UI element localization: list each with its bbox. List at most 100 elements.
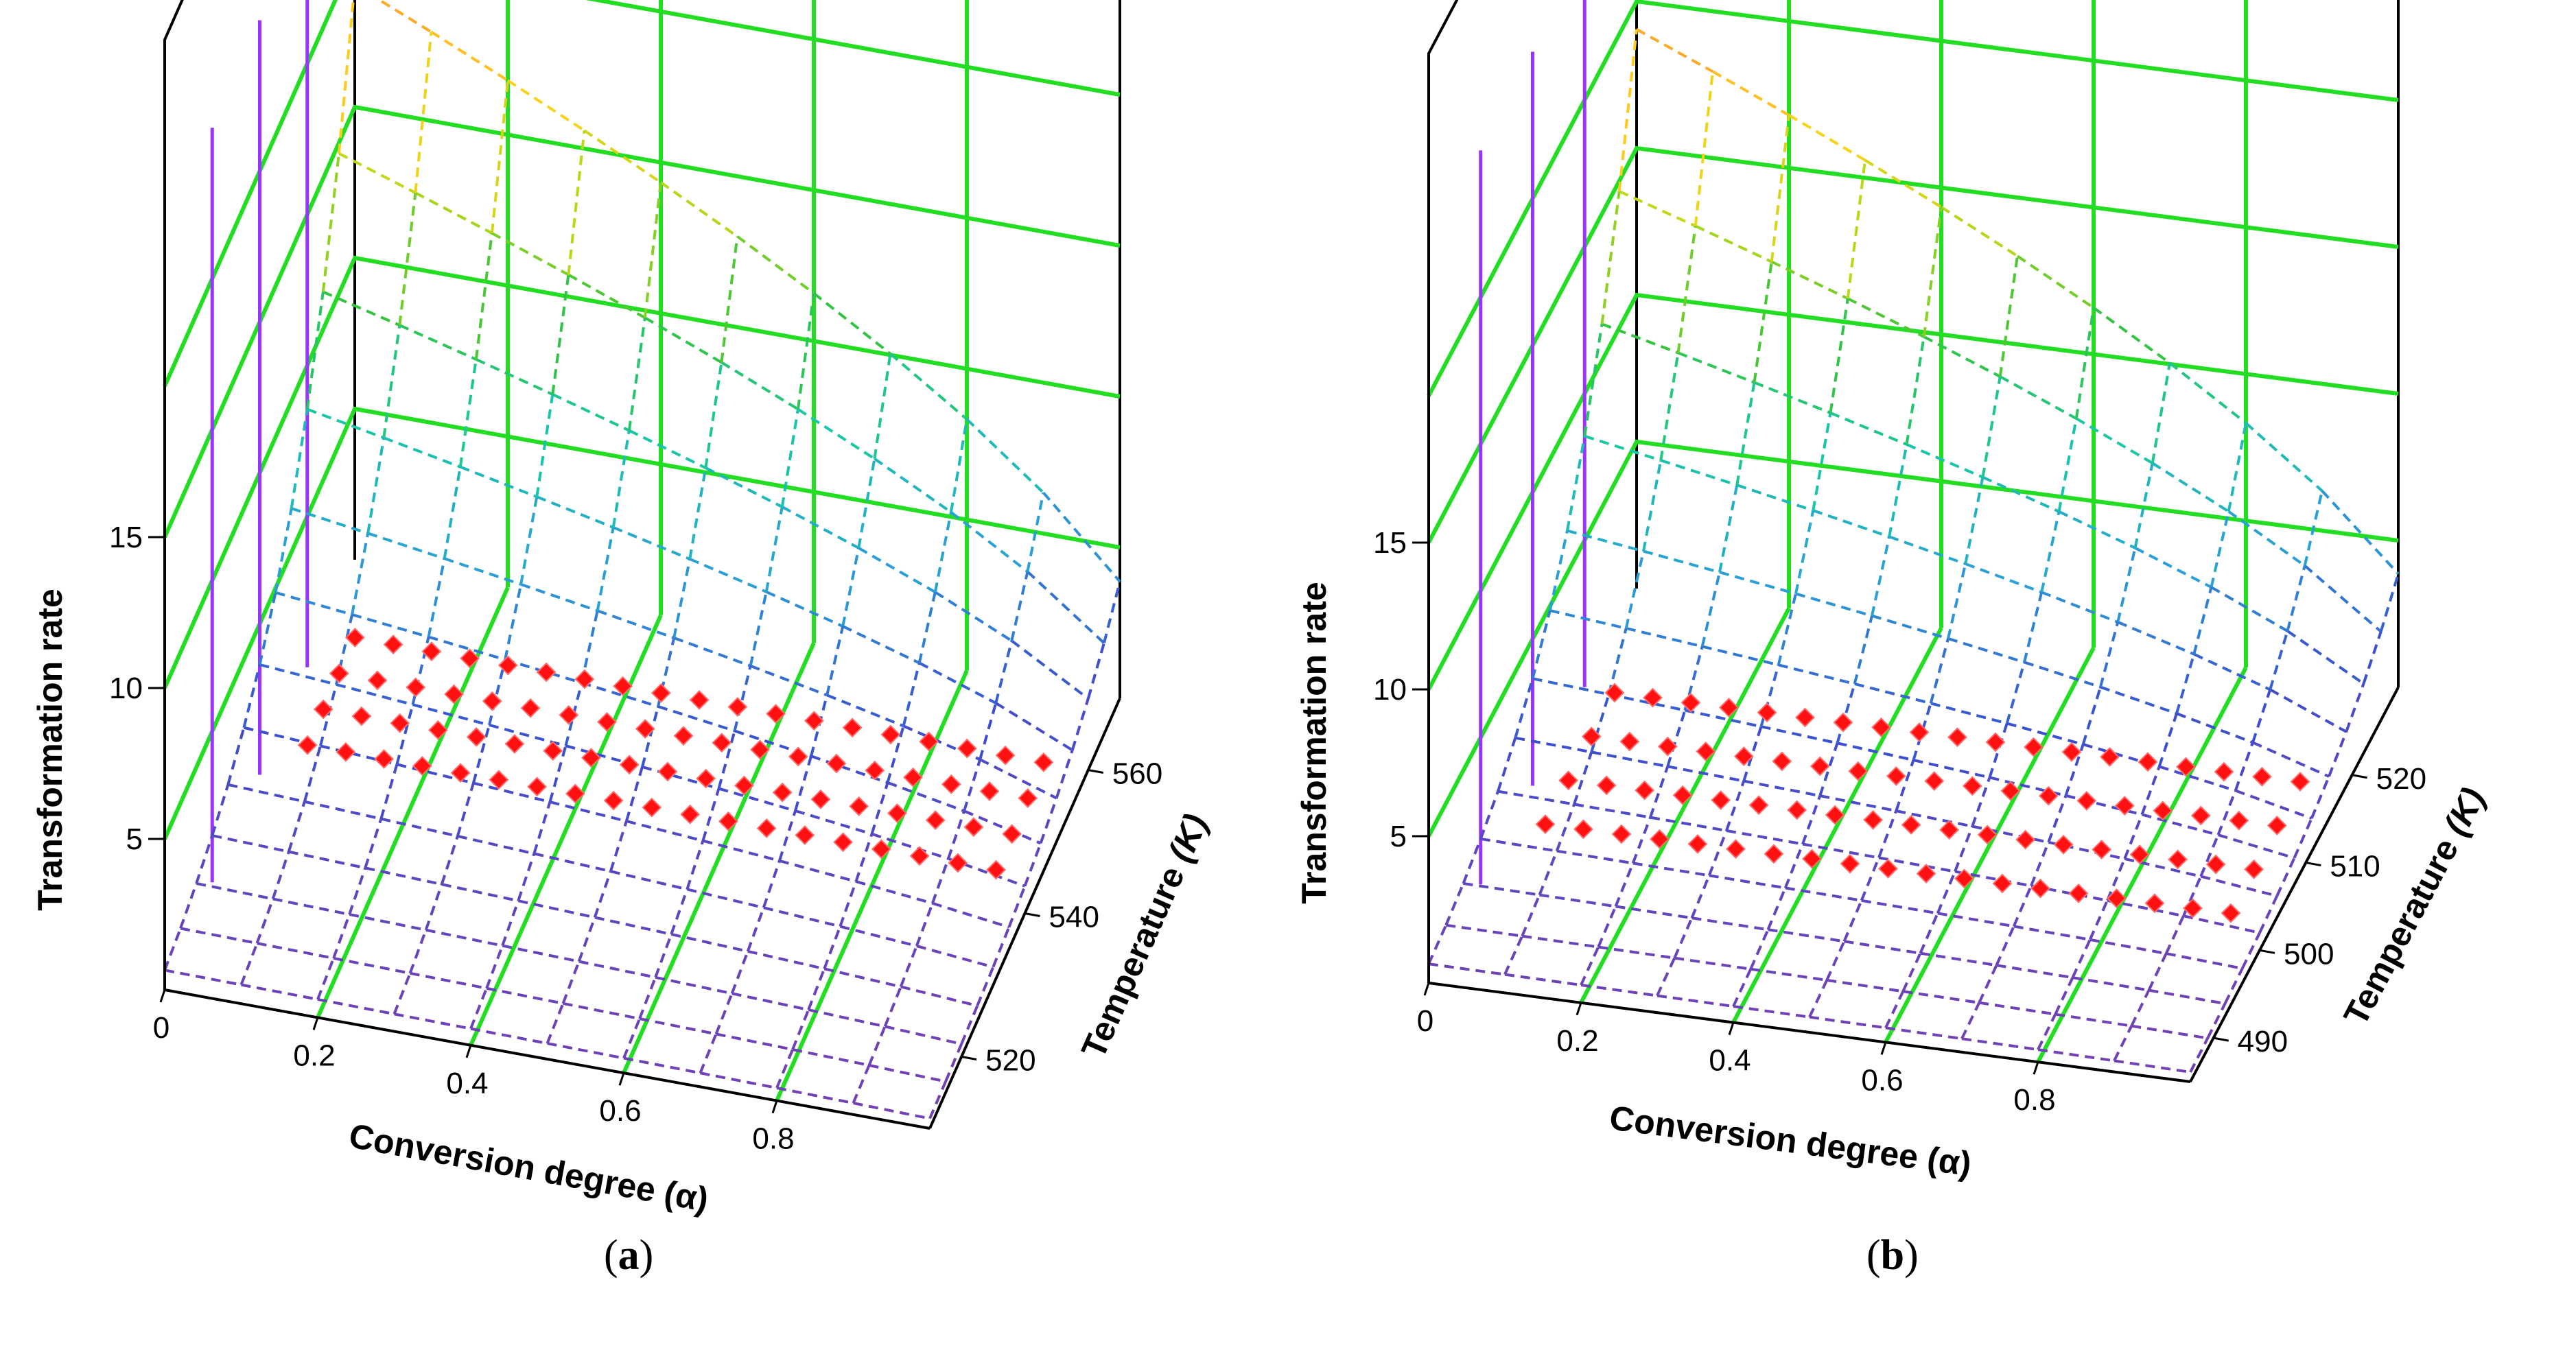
measured-point <box>1596 775 1617 796</box>
surface-mesh-segment <box>195 835 214 884</box>
surface-mesh-segment <box>520 582 598 613</box>
surface-mesh-segment <box>338 152 417 194</box>
surface-mesh-segment <box>932 901 1010 929</box>
surface-mesh-segment <box>721 361 799 411</box>
surface-mesh-segment <box>1978 964 1998 1004</box>
surface-mesh-segment <box>705 466 783 508</box>
surface-mesh-segment <box>659 181 738 238</box>
surface-mesh-segment <box>1922 206 1943 337</box>
measured-point <box>412 756 432 776</box>
surface-mesh-segment <box>2089 938 2167 956</box>
surface-mesh-segment <box>1844 940 1921 955</box>
measured-point <box>1947 727 1967 748</box>
surface-mesh-segment <box>1954 825 1974 873</box>
surface-mesh-segment <box>700 1071 777 1090</box>
surface-mesh-segment <box>1556 849 1634 865</box>
surface-mesh-segment <box>2116 547 2137 623</box>
surface-mesh-segment <box>318 684 338 746</box>
surface-mesh-segment <box>1608 693 1685 712</box>
measured-point <box>1696 741 1716 761</box>
wall-z-gridline <box>1427 292 2399 691</box>
surface-mesh-segment <box>382 324 401 438</box>
surface-mesh-segment <box>1659 353 1680 461</box>
measured-point <box>2290 772 2310 792</box>
surface-mesh-segment <box>380 817 458 838</box>
back-right-wall-frame <box>2397 0 2400 687</box>
surface-mesh-segment <box>765 590 844 628</box>
measured-point <box>1635 780 1655 801</box>
surface-mesh-segment <box>1712 70 1790 117</box>
measured-point <box>336 742 356 762</box>
surface-mesh-segment <box>1777 593 1797 665</box>
surface-mesh-segment <box>2005 661 2026 724</box>
measured-point <box>1719 698 1739 718</box>
measured-point <box>957 738 977 759</box>
surface-mesh-segment <box>1521 894 1541 937</box>
surface-mesh-segment <box>1913 759 1990 779</box>
surface-mesh-segment <box>670 888 689 935</box>
surface-mesh-segment <box>441 883 519 903</box>
surface-mesh-segment <box>702 839 780 862</box>
measured-point <box>2267 815 2287 835</box>
measured-point <box>2129 844 2150 865</box>
measured-point <box>2176 757 2196 777</box>
surface-mesh-segment <box>2130 989 2151 1027</box>
measured-point <box>1871 717 1891 737</box>
measured-point <box>1681 692 1701 713</box>
measured-point <box>995 745 1016 766</box>
surface-mesh-segment <box>1919 912 1939 954</box>
measured-point <box>390 713 410 733</box>
measured-point <box>871 839 891 860</box>
surface-mesh-segment <box>578 960 656 979</box>
surface-mesh-segment <box>641 706 660 768</box>
surface-mesh-segment <box>412 703 490 726</box>
surface-mesh-segment <box>791 1009 810 1050</box>
surface-mesh-segment <box>716 1032 793 1051</box>
measured-point <box>1924 771 1945 792</box>
surface-mesh-segment <box>2075 417 2153 464</box>
surface-mesh-segment <box>211 784 230 836</box>
surface-mesh-segment <box>780 409 799 508</box>
surface-mesh-segment <box>794 755 813 811</box>
surface-mesh-segment <box>291 507 368 535</box>
surface-mesh-segment <box>488 659 507 726</box>
surface-mesh-segment <box>948 857 1026 888</box>
surface-mesh-segment <box>623 1056 701 1075</box>
surface-mesh-segment <box>812 292 891 355</box>
x-tick-label: 0.6 <box>1861 1063 1903 1097</box>
surface-mesh-segment <box>1055 749 1074 799</box>
measured-point <box>1863 809 1884 830</box>
surface-mesh-segment <box>730 951 749 994</box>
measured-point <box>865 760 885 781</box>
measured-point <box>450 763 471 783</box>
measured-point <box>1840 853 1860 874</box>
surface-mesh-segment <box>915 903 934 947</box>
surface-mesh-segment <box>2183 914 2260 934</box>
surface-mesh-segment <box>823 967 902 988</box>
surface-mesh-segment <box>686 888 764 910</box>
surface-mesh-segment <box>321 153 340 292</box>
y-axis-line <box>2189 687 2400 1082</box>
surface-mesh-segment <box>2235 789 2312 820</box>
surface-mesh-segment <box>1742 726 1763 782</box>
surface-mesh-segment <box>869 1064 946 1083</box>
surface-mesh-segment <box>1601 322 1679 355</box>
surface-mesh-segment <box>689 558 767 593</box>
surface-mesh-segment <box>2223 967 2244 1004</box>
surface-mesh-segment <box>1732 968 1753 1007</box>
surface-mesh-segment <box>867 1026 887 1066</box>
surface-mesh-segment <box>1743 779 1820 798</box>
surface-mesh-segment <box>1998 256 2019 377</box>
surface-mesh-segment <box>899 945 918 988</box>
surface-mesh-segment <box>1750 967 1827 982</box>
surface-mesh-segment <box>612 526 691 560</box>
surface-mesh-segment <box>307 407 384 440</box>
surface-mesh-segment <box>1829 412 1908 446</box>
surface-mesh-segment <box>337 0 355 154</box>
surface-mesh-segment <box>1583 324 1604 437</box>
surface-mesh-segment <box>826 626 845 696</box>
surface-mesh-segment <box>425 928 503 947</box>
surface-mesh-segment <box>1929 638 1949 704</box>
surface-mesh-segment <box>870 782 889 835</box>
